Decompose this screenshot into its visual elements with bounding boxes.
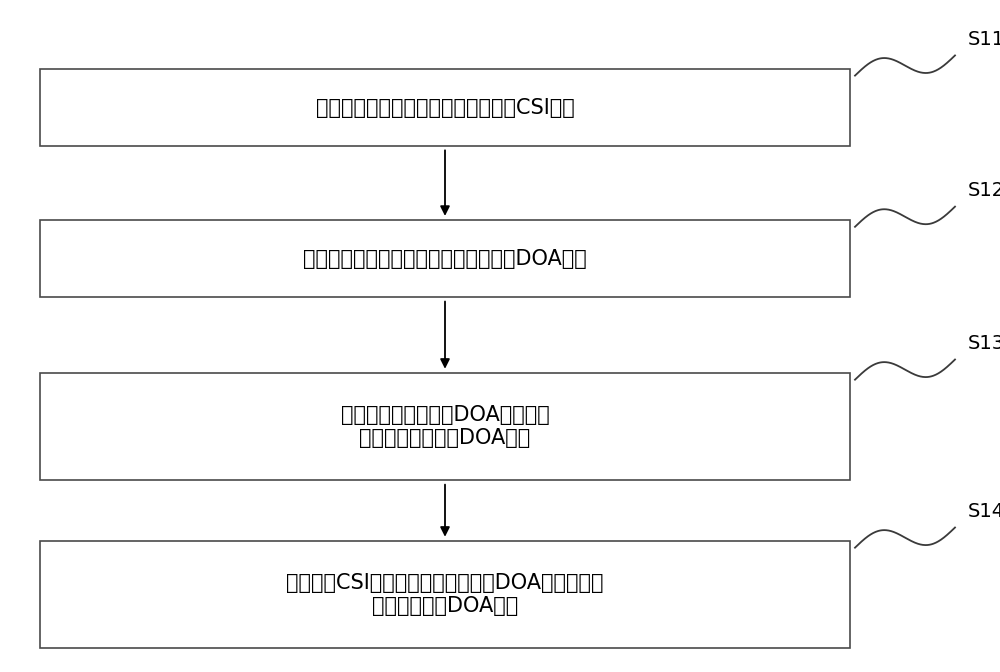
Text: S110: S110	[968, 30, 1000, 49]
Text: 获取终端的位置信息和信道状态信息CSI信息: 获取终端的位置信息和信道状态信息CSI信息	[316, 97, 574, 118]
Bar	[40, 373, 850, 480]
Text: S120: S120	[968, 181, 1000, 200]
Text: 根据所述位置信息确定天线的波达方向DOA角度: 根据所述位置信息确定天线的波达方向DOA角度	[303, 249, 587, 269]
Text: 根据所述CSI信息和所述第一单极化DOA权值，得到
天线的双极化DOA权值: 根据所述CSI信息和所述第一单极化DOA权值，得到 天线的双极化DOA权值	[286, 573, 604, 616]
Bar	[40, 69, 850, 146]
Bar	[40, 541, 850, 648]
Bar	[40, 220, 850, 297]
Text: 根据天线信息和所述DOA角度得到
天线的第一单极化DOA权值: 根据天线信息和所述DOA角度得到 天线的第一单极化DOA权值	[341, 405, 549, 448]
Text: S130: S130	[968, 334, 1000, 353]
Text: S140: S140	[968, 502, 1000, 521]
